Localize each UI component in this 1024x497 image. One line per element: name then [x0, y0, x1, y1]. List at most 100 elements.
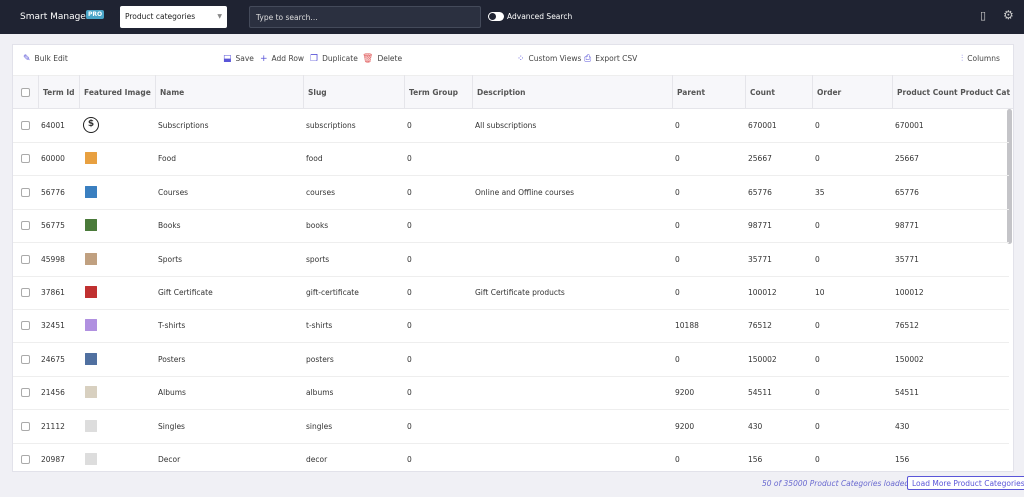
row-divider	[13, 208, 1009, 210]
cell: 670001	[748, 121, 777, 130]
column-header[interactable]: Name	[160, 88, 185, 97]
column-header[interactable]: Product Count Product Cat	[897, 88, 1011, 97]
column-header[interactable]: Description	[477, 88, 526, 97]
export-csv[interactable]: ⎙ Export CSV	[584, 54, 638, 64]
row-checkbox[interactable]	[21, 221, 30, 231]
settings-icon[interactable]: ⚙	[1003, 8, 1014, 22]
row-divider	[13, 142, 1009, 143]
cell: 100012	[748, 288, 777, 297]
cell: 25667	[748, 154, 772, 164]
column-header[interactable]: Featured Image	[84, 88, 151, 97]
row-checkbox[interactable]	[21, 121, 30, 130]
featured-image	[85, 185, 97, 198]
cell: 56776	[41, 187, 65, 197]
cell: 98771	[748, 221, 772, 231]
cell: albums	[306, 388, 334, 398]
cell: 35	[815, 187, 825, 197]
cell: subscriptions	[306, 121, 356, 130]
delete[interactable]: 🗑 Delete	[362, 54, 403, 64]
cell: 9200	[675, 421, 695, 431]
column-divider	[404, 75, 405, 109]
featured-image	[85, 219, 97, 232]
cell: 76512	[748, 321, 772, 331]
advanced-search-label: Advanced Search	[507, 12, 573, 21]
cell: 0	[675, 354, 680, 364]
dropdown[interactable]: Product categories ▼	[120, 6, 227, 28]
duplicate-label: Duplicate	[322, 54, 358, 63]
toggle[interactable]	[488, 12, 504, 21]
cell: 0	[815, 254, 820, 264]
cell: 430	[895, 421, 910, 431]
cell: Posters	[158, 354, 186, 364]
columns-label: Columns	[967, 54, 1000, 63]
select-all[interactable]	[21, 88, 30, 97]
column-divider	[472, 75, 473, 109]
cell: Books	[158, 221, 181, 231]
cell: 0	[815, 455, 820, 464]
column-divider	[38, 75, 39, 109]
export-csv-label: Export CSV	[595, 54, 638, 63]
cell: 0	[675, 154, 680, 164]
columns[interactable]: ⫶ Columns	[961, 54, 1000, 64]
docs-icon[interactable]: ▯	[980, 9, 987, 22]
cell: 76512	[895, 321, 919, 331]
duplicate[interactable]: ❐ Duplicate	[310, 54, 358, 64]
column-divider	[155, 75, 156, 109]
cell: 9200	[675, 388, 695, 398]
cell: T-shirts	[158, 321, 186, 331]
save[interactable]: ⬓ Save	[223, 54, 254, 64]
search-placeholder: Type to search...	[256, 13, 318, 22]
cell: 98771	[895, 221, 919, 231]
cell: courses	[306, 187, 335, 197]
cell: 0	[675, 221, 680, 231]
column-header[interactable]: Term Id	[43, 88, 75, 97]
search-box[interactable]: Type to search...	[249, 6, 481, 28]
column-header[interactable]: Count	[750, 88, 775, 97]
custom-views[interactable]: ⁘ Custom Views	[517, 54, 582, 64]
delete-label: Delete	[377, 54, 403, 63]
bulk-edit[interactable]: ✎ Bulk Edit	[23, 54, 68, 64]
save-label: Save	[235, 54, 254, 63]
cell: 65776	[895, 187, 919, 197]
row-checkbox[interactable]	[21, 421, 30, 431]
toggle-knob	[489, 13, 496, 20]
row-checkbox[interactable]	[21, 288, 30, 297]
column-divider	[79, 75, 80, 109]
cell: 0	[675, 455, 680, 464]
column-header[interactable]: Slug	[308, 88, 327, 97]
column-header[interactable]: Order	[817, 88, 842, 97]
cell: 0	[815, 421, 820, 431]
row-checkbox[interactable]	[21, 254, 30, 264]
cell: 0	[675, 288, 680, 297]
cell: Albums	[158, 388, 186, 398]
cell: Gift Certificate products	[475, 288, 565, 297]
cell: Subscriptions	[158, 121, 209, 130]
cell: Sports	[158, 254, 183, 264]
cell: posters	[306, 354, 334, 364]
featured-image	[85, 152, 97, 165]
scrollbar	[1007, 109, 1012, 244]
load-status: 50 of 35000 Product Categories loaded	[762, 479, 910, 488]
cell: gift-certificate	[306, 288, 359, 297]
app-name: Smart Manager	[20, 12, 90, 22]
add-row[interactable]: + Add Row	[260, 54, 305, 64]
column-header[interactable]: Parent	[677, 88, 706, 97]
column-divider	[303, 75, 304, 109]
cell: 670001	[895, 121, 924, 130]
pro-badge: PRO	[86, 10, 105, 19]
row-divider	[13, 175, 1009, 177]
column-header[interactable]: Term Group	[409, 88, 459, 97]
cell: 45998	[41, 254, 65, 264]
row-checkbox[interactable]	[21, 354, 30, 364]
row-divider	[13, 342, 1009, 344]
cell: Courses	[158, 187, 189, 197]
featured-image	[85, 453, 97, 465]
row-checkbox[interactable]	[21, 321, 30, 331]
row-checkbox[interactable]	[21, 388, 30, 398]
featured-image: $	[83, 117, 99, 133]
row-checkbox[interactable]	[21, 455, 30, 464]
load-more-button[interactable]: Load More Product Categories	[907, 476, 1024, 490]
row-checkbox[interactable]	[21, 187, 30, 197]
row-checkbox[interactable]	[21, 154, 30, 164]
cell: 0	[407, 121, 412, 130]
